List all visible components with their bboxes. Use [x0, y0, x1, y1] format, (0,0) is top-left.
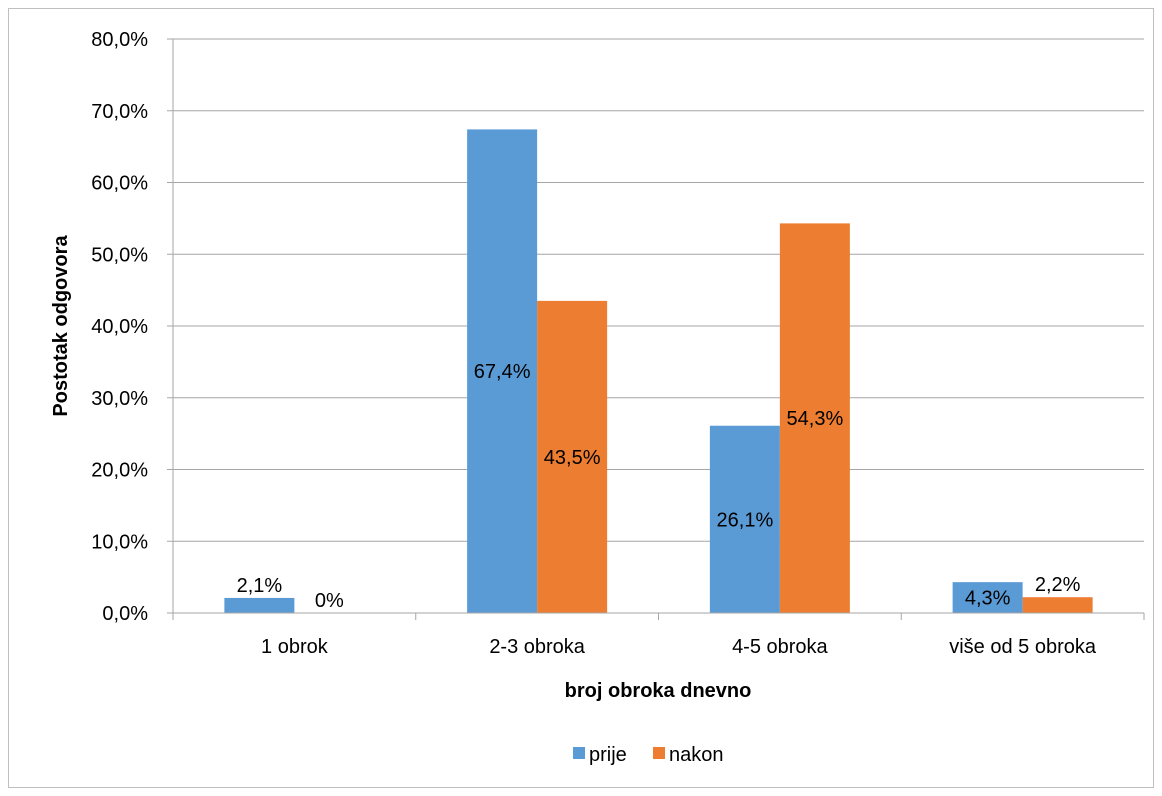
data-label-prije: 26,1% — [717, 509, 774, 531]
y-tick-label: 80,0% — [91, 29, 148, 51]
data-label-prije: 67,4% — [474, 361, 531, 383]
x-category-label: 2-3 obroka — [489, 636, 585, 658]
bars — [224, 129, 1093, 613]
y-tick-label: 0,0% — [102, 603, 148, 625]
bar-nakon — [1022, 597, 1093, 613]
y-tick-label: 60,0% — [91, 173, 148, 195]
y-axis-title: Postotak odgovora — [50, 235, 72, 417]
legend-label-prije: prije — [589, 744, 627, 766]
y-tick-label: 40,0% — [91, 316, 148, 338]
y-tick-label: 30,0% — [91, 388, 148, 410]
x-axis-title: broj obroka dnevno — [565, 680, 752, 702]
data-label-prije: 2,1% — [237, 575, 283, 597]
data-label-nakon: 43,5% — [544, 447, 601, 469]
data-label-prije: 4,3% — [965, 588, 1011, 610]
legend-label-nakon: nakon — [669, 744, 724, 766]
data-labels: 2,1% 0% 67,4% 43,5% 26,1% 54,3% 4,3% 2,2% — [237, 361, 1081, 612]
bar-nakon — [779, 223, 850, 613]
x-category-label: 4-5 obroka — [732, 636, 828, 658]
data-label-nakon: 54,3% — [787, 408, 844, 430]
bar-nakon — [537, 300, 608, 613]
gridlines — [173, 38, 1144, 542]
legend: prije nakon — [573, 744, 724, 766]
y-tick-label: 10,0% — [91, 531, 148, 553]
bar-prije — [952, 582, 1023, 613]
bar-prije — [467, 129, 538, 613]
legend-swatch-prije — [573, 747, 585, 759]
legend-swatch-nakon — [653, 747, 665, 759]
data-label-nakon: 2,2% — [1035, 574, 1081, 596]
x-category-label: više od 5 obroka — [949, 636, 1097, 658]
bar-prije — [709, 425, 780, 613]
y-tick-label: 20,0% — [91, 460, 148, 482]
bar-prije — [224, 597, 295, 613]
axes: 0,0% 10,0% 20,0% 30,0% 40,0% 50,0% 60,0% 70,0% 8… — [91, 29, 1145, 658]
y-tick-label: 70,0% — [91, 101, 148, 123]
y-tick-label: 50,0% — [91, 244, 148, 266]
data-label-nakon: 0% — [315, 590, 344, 612]
x-category-label: 1 obrok — [261, 636, 329, 658]
